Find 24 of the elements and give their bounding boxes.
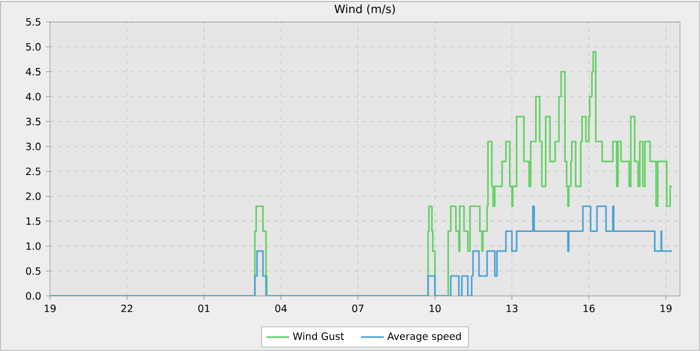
x-tick-label: 16 (584, 304, 595, 312)
y-tick-label: 5.5 (26, 18, 40, 26)
x-tick-label: 19 (660, 304, 672, 312)
y-tick-label: 0.5 (26, 267, 40, 275)
x-tick-label: 22 (121, 304, 132, 312)
y-tick-label: 1.0 (26, 242, 41, 250)
y-tick-label: 4.5 (26, 68, 40, 76)
legend-label: Wind Gust (293, 332, 344, 340)
chart-title: Wind (m/s) (334, 4, 395, 15)
y-tick-label: 4.0 (26, 92, 41, 100)
y-tick-label: 0.0 (26, 292, 41, 300)
legend-label: Average speed (387, 332, 461, 342)
y-tick-label: 3.5 (26, 118, 40, 126)
x-tick-label: 13 (506, 304, 518, 312)
y-tick-label: 2.5 (26, 168, 40, 176)
x-tick-label: 10 (430, 304, 441, 312)
y-tick-label: 2.0 (26, 192, 41, 200)
x-tick-label: 01 (198, 304, 210, 312)
y-tick-label: 5.0 (26, 43, 41, 51)
x-tick-label: 07 (352, 304, 364, 312)
y-tick-label: 3.0 (26, 142, 41, 150)
y-tick-label: 1.5 (26, 218, 40, 225)
x-tick-label: 04 (275, 304, 287, 312)
x-tick-label: 19 (44, 304, 56, 312)
